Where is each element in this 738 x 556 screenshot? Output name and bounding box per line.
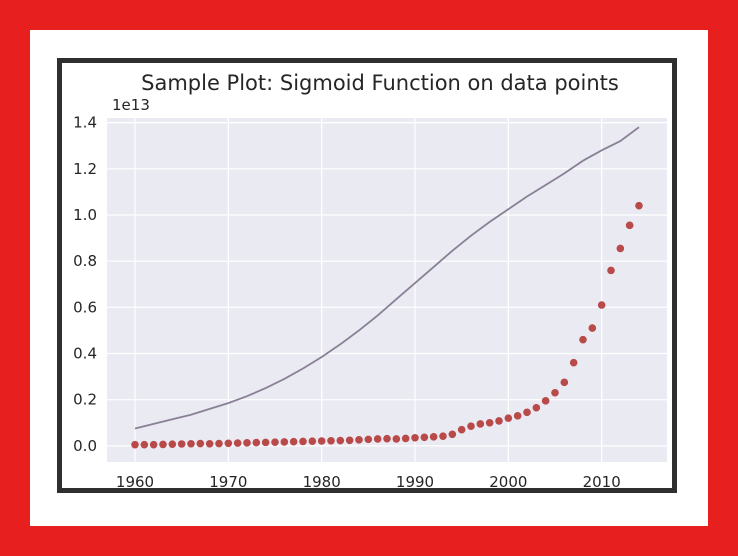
data-point bbox=[345, 436, 354, 445]
data-point bbox=[476, 420, 485, 428]
y-tick-label: 0.4 bbox=[73, 344, 97, 362]
x-tick-label: 1990 bbox=[396, 473, 434, 491]
data-point bbox=[196, 439, 205, 448]
y-tick-label: 1.2 bbox=[73, 160, 97, 178]
data-point bbox=[131, 440, 139, 449]
y-tick-label: 0.8 bbox=[73, 252, 97, 270]
data-point bbox=[215, 439, 223, 448]
data-point bbox=[149, 440, 158, 449]
data-point bbox=[429, 433, 438, 441]
data-points-layer bbox=[131, 201, 643, 449]
plot-area bbox=[107, 118, 667, 462]
data-point bbox=[364, 435, 373, 444]
data-point bbox=[299, 437, 307, 446]
y-tick-label: 0.2 bbox=[73, 391, 97, 409]
data-point bbox=[336, 436, 345, 445]
data-point bbox=[243, 439, 251, 447]
data-point bbox=[457, 425, 466, 434]
y-tick-label: 1.4 bbox=[73, 114, 97, 132]
data-point bbox=[551, 388, 559, 397]
y-tick-label: 0.6 bbox=[73, 298, 97, 316]
x-tick-label: 2010 bbox=[583, 473, 621, 491]
data-point bbox=[271, 438, 279, 446]
data-point bbox=[252, 438, 261, 447]
data-point bbox=[523, 408, 531, 417]
chart-title: Sample Plot: Sigmoid Function on data po… bbox=[141, 71, 619, 95]
data-point bbox=[411, 433, 419, 442]
data-point bbox=[355, 436, 363, 444]
data-point bbox=[504, 414, 513, 422]
data-point bbox=[420, 433, 429, 442]
data-point bbox=[373, 435, 382, 443]
data-point bbox=[308, 437, 317, 446]
data-point bbox=[177, 440, 186, 448]
x-tick-label: 1960 bbox=[116, 473, 154, 491]
data-point bbox=[635, 201, 643, 210]
data-point bbox=[485, 418, 494, 427]
x-axis-ticks: 1960 1970 1980 1990 2000 2010 bbox=[116, 473, 621, 491]
data-point bbox=[588, 324, 597, 332]
data-point bbox=[317, 437, 326, 445]
y-tick-label: 1.0 bbox=[73, 206, 97, 224]
data-point bbox=[289, 437, 298, 446]
data-point bbox=[607, 266, 615, 275]
data-point bbox=[513, 412, 522, 420]
data-point bbox=[187, 439, 195, 448]
data-point bbox=[159, 440, 167, 449]
y-tick-label: 0.0 bbox=[73, 437, 97, 455]
data-point bbox=[383, 434, 391, 443]
data-point bbox=[495, 417, 503, 425]
data-point bbox=[569, 358, 578, 367]
data-point bbox=[261, 438, 270, 447]
data-point bbox=[541, 397, 550, 405]
data-point bbox=[327, 436, 335, 445]
sigmoid-curve-layer bbox=[134, 126, 640, 430]
data-point bbox=[205, 439, 214, 448]
data-point bbox=[467, 422, 475, 431]
sigmoid-curve bbox=[134, 126, 640, 430]
data-point bbox=[439, 432, 447, 440]
x-tick-label: 1980 bbox=[303, 473, 341, 491]
data-point bbox=[233, 439, 242, 447]
data-point bbox=[625, 221, 634, 230]
data-point bbox=[392, 435, 401, 443]
data-point bbox=[448, 430, 457, 439]
data-point bbox=[401, 434, 410, 443]
data-point bbox=[532, 403, 541, 412]
x-tick-label: 2000 bbox=[489, 473, 527, 491]
data-point bbox=[616, 244, 625, 253]
y-axis-offset-label: 1e13 bbox=[112, 96, 150, 114]
data-point bbox=[168, 440, 177, 449]
y-axis-ticks: 0.0 0.2 0.4 0.6 0.8 1.0 1.2 1.4 bbox=[73, 114, 97, 455]
data-point bbox=[224, 439, 233, 448]
data-point bbox=[280, 438, 289, 446]
data-point bbox=[560, 378, 569, 387]
data-point bbox=[140, 440, 149, 449]
x-tick-label: 1970 bbox=[209, 473, 247, 491]
data-point bbox=[579, 335, 587, 344]
data-point bbox=[597, 301, 606, 309]
